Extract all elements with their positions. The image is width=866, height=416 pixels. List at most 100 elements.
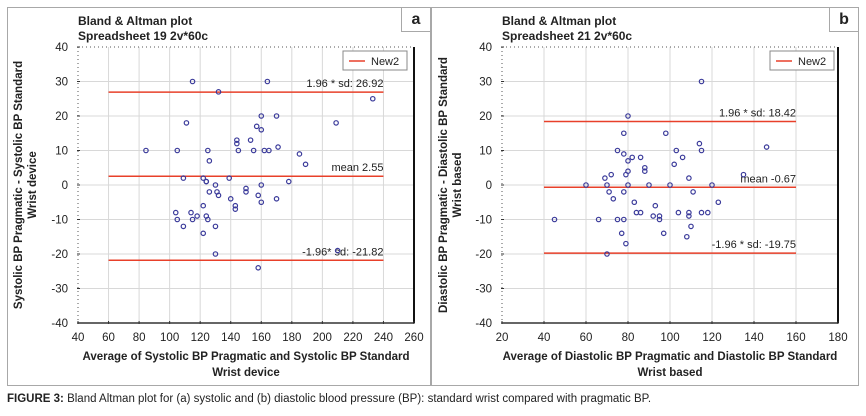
data-point: [258, 127, 265, 133]
data-point: [602, 175, 608, 181]
data-point: [235, 147, 242, 154]
x-tick-label: 240: [374, 332, 393, 344]
upper-limit-label: 1.96 * sd: 26.92: [306, 78, 383, 90]
data-point: [740, 171, 747, 178]
data-point: [625, 182, 631, 188]
data-point: [296, 151, 303, 157]
upper-limit-label: 1.96 * sd: 18.42: [719, 107, 796, 119]
data-point: [671, 161, 678, 168]
data-point: [704, 209, 711, 216]
data-point: [652, 202, 659, 209]
data-point: [180, 175, 187, 181]
mean-label: mean 2.55: [331, 162, 383, 174]
data-point: [264, 78, 271, 85]
x-tick-label: 100: [160, 332, 179, 344]
x-tick-label: 40: [72, 332, 85, 344]
data-point: [258, 182, 265, 188]
data-point: [215, 89, 222, 95]
data-point: [673, 147, 680, 154]
data-point: [234, 140, 240, 147]
data-point: [667, 182, 673, 188]
data-point: [606, 189, 612, 195]
x-tick-label: 140: [221, 332, 240, 344]
data-point: [715, 199, 722, 206]
y-tick-label: 30: [55, 77, 68, 89]
x-tick-label: 120: [702, 332, 721, 344]
data-point: [194, 213, 200, 219]
y-tick-label: 40: [55, 42, 68, 54]
data-point: [232, 206, 239, 212]
data-point: [650, 213, 657, 219]
data-point: [273, 113, 280, 119]
data-point: [696, 140, 703, 147]
data-point: [250, 147, 257, 154]
data-point: [243, 189, 249, 195]
data-point: [620, 130, 627, 137]
data-point: [212, 251, 219, 257]
y-tick-label: 40: [479, 42, 492, 54]
data-point: [763, 144, 770, 150]
data-point: [641, 164, 648, 171]
data-point: [686, 213, 692, 219]
y-tick-label: -20: [475, 249, 492, 261]
data-point: [247, 137, 254, 143]
data-point: [172, 209, 179, 216]
legend-label: New2: [371, 56, 399, 68]
data-point: [275, 144, 281, 150]
data-point: [625, 113, 631, 119]
y-tick-label: 0: [486, 180, 492, 192]
y-axis-label: Diastolic BP Pragmatic - Diastolic BP St…: [438, 57, 450, 313]
data-point: [253, 123, 260, 130]
y-tick-label: -10: [475, 215, 492, 227]
x-tick-label: 100: [660, 332, 679, 344]
x-axis-label-line2: Wrist based: [638, 367, 703, 379]
figure-caption: FIGURE 3: Bland Altman plot for (a) syst…: [7, 393, 651, 405]
x-tick-label: 200: [313, 332, 332, 344]
x-tick-label: 20: [496, 332, 509, 344]
data-point: [180, 223, 187, 230]
mean-label: mean -0.67: [740, 173, 796, 185]
data-point: [618, 230, 625, 237]
lower-limit-label: -1.96 * sd: -19.75: [712, 239, 796, 251]
data-point: [683, 233, 690, 240]
panel-letter-b: b: [829, 8, 858, 32]
y-tick-label: 10: [55, 146, 68, 158]
x-axis-label: Average of Systolic BP Pragmatic and Sys…: [82, 351, 409, 363]
data-point: [227, 196, 234, 202]
y-tick-label: -30: [475, 284, 492, 296]
y-axis-label: Systolic BP Pragmatic - Systolic BP Stan…: [13, 61, 25, 309]
chart-subtitle: Spreadsheet 21 2v*60c: [502, 29, 632, 43]
data-point: [604, 182, 610, 188]
data-point: [188, 209, 194, 216]
x-tick-label: 80: [133, 332, 146, 344]
data-point: [334, 247, 341, 254]
y-tick-label: 0: [62, 180, 68, 192]
y-tick-label: -40: [475, 318, 492, 330]
data-point: [215, 192, 222, 199]
x-tick-label: 60: [580, 332, 593, 344]
legend-label: New2: [798, 56, 826, 68]
data-point: [656, 213, 663, 219]
data-point: [285, 178, 292, 185]
data-point: [273, 196, 280, 202]
data-point: [629, 154, 636, 161]
data-point: [610, 196, 617, 202]
x-tick-label: 160: [786, 332, 805, 344]
x-tick-label: 120: [191, 332, 210, 344]
data-point: [183, 120, 190, 126]
data-point: [614, 147, 621, 154]
data-point: [698, 147, 705, 154]
caption-text: Bland Altman plot for (a) systolic and (…: [63, 393, 652, 405]
x-tick-label: 80: [622, 332, 635, 344]
data-point: [243, 185, 249, 192]
data-point: [212, 182, 219, 188]
data-point: [662, 130, 669, 137]
data-point: [620, 216, 627, 223]
y-tick-label: -30: [51, 284, 68, 296]
x-tick-label: 60: [102, 332, 115, 344]
data-point: [679, 154, 686, 161]
data-point: [675, 209, 682, 216]
data-point: [302, 161, 309, 168]
